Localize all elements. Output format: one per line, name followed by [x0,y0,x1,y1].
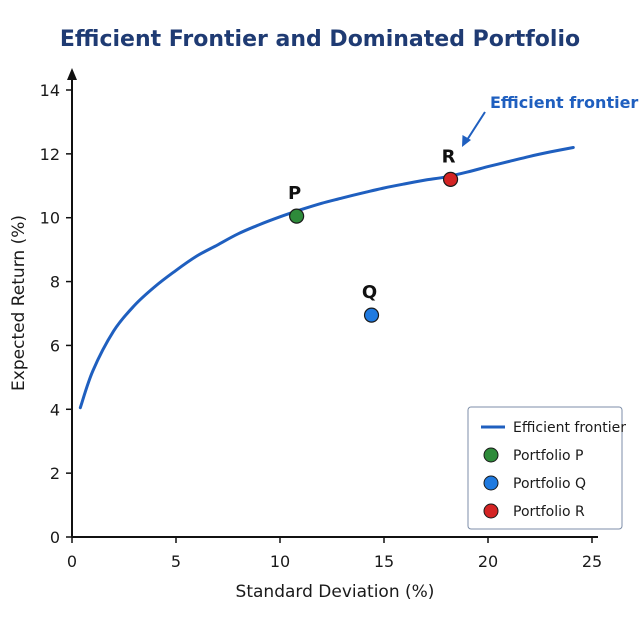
x-tick-label: 0 [67,552,77,571]
legend-entry-label: Portfolio P [513,448,584,464]
point-label-q: Q [362,282,377,303]
y-tick-label: 14 [40,81,60,100]
y-tick-label: 6 [50,336,60,355]
annotation-arrowhead-icon [462,135,471,147]
point-portfolio-r [442,171,459,187]
axes [67,68,598,538]
y-axis-label: Expected Return (%) [9,215,29,391]
x-tick-label: 15 [374,552,394,571]
x-tick-label: 10 [270,552,290,571]
legend: Efficient frontier Portfolio P Portfolio Q… [467,406,626,530]
frontier-annotation: Efficient frontier [462,93,638,147]
portfolio-points: P Q R [288,146,459,323]
point-label-r: R [442,146,456,167]
y-tick-label: 2 [50,464,60,483]
x-ticks: 0 5 10 15 20 25 [67,537,602,571]
x-tick-label: 25 [582,552,602,571]
y-tick-label: 4 [50,400,60,419]
legend-swatch-r [483,503,499,519]
efficient-frontier-line [78,146,575,410]
point-portfolio-q [363,307,380,323]
y-tick-label: 10 [40,209,60,228]
legend-swatch-q [483,475,499,491]
legend-swatch-p [483,447,499,463]
legend-entry-label: Portfolio Q [513,476,586,492]
legend-box [467,406,623,530]
y-tick-label: 8 [50,273,60,292]
point-label-p: P [288,183,301,204]
x-axis-label: Standard Deviation (%) [236,582,435,602]
legend-entries: Efficient frontier Portfolio P Portfolio Q… [481,420,626,520]
legend-entry-label: Efficient frontier [513,420,626,436]
y-tick-label: 12 [40,145,60,164]
x-tick-label: 20 [478,552,498,571]
y-axis-arrowhead [67,68,77,80]
annotation-arrow-icon [466,111,486,141]
y-ticks: 0 2 4 6 8 10 12 14 [40,81,72,547]
y-tick-label: 0 [50,528,60,547]
legend-entry-label: Portfolio R [513,504,585,520]
frontier-annotation-text: Efficient frontier [490,93,638,112]
point-portfolio-p [289,208,305,224]
chart-title: Efficient Frontier and Dominated Portfol… [60,27,580,52]
x-tick-label: 5 [171,552,181,571]
